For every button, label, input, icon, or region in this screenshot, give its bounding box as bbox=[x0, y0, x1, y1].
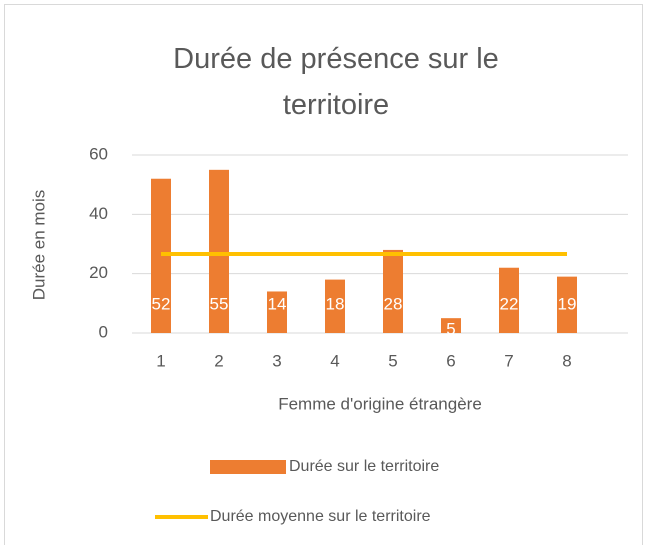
x-axis-label: Femme d'origine étrangère bbox=[278, 394, 482, 413]
bar bbox=[441, 318, 461, 333]
value-label: 28 bbox=[384, 294, 403, 313]
y-tick-label: 20 bbox=[89, 263, 108, 282]
y-axis-label: Durée en mois bbox=[29, 190, 48, 301]
legend-label: Durée sur le territoire bbox=[289, 458, 439, 475]
value-label: 55 bbox=[210, 294, 229, 313]
bar bbox=[383, 249, 403, 333]
x-tick-label: 3 bbox=[272, 351, 281, 370]
bar bbox=[557, 276, 577, 333]
x-tick-label: 2 bbox=[214, 351, 223, 370]
y-tick-label: 60 bbox=[89, 144, 108, 163]
value-label: 19 bbox=[558, 294, 577, 313]
value-label: 22 bbox=[500, 294, 519, 313]
x-tick-label: 8 bbox=[562, 351, 571, 370]
chart-title: Durée de présence sur le territoire bbox=[173, 43, 499, 121]
value-label: 5 bbox=[446, 320, 455, 339]
value-label: 18 bbox=[326, 294, 345, 313]
bar bbox=[325, 279, 345, 333]
value-label: 52 bbox=[152, 294, 171, 313]
x-tick-label: 1 bbox=[156, 351, 165, 370]
y-tick-label: 0 bbox=[99, 322, 108, 341]
bar bbox=[267, 291, 287, 333]
bar bbox=[209, 169, 229, 333]
legend-swatch bbox=[210, 460, 286, 474]
value-label: 14 bbox=[268, 294, 287, 313]
x-tick-label: 5 bbox=[388, 351, 397, 370]
bar bbox=[499, 267, 519, 333]
chart-border bbox=[4, 4, 643, 545]
x-tick-label: 7 bbox=[504, 351, 513, 370]
x-tick-label: 4 bbox=[330, 351, 339, 370]
y-tick-label: 40 bbox=[89, 204, 108, 223]
x-tick-label: 6 bbox=[446, 351, 455, 370]
legend-label: Durée moyenne sur le territoire bbox=[210, 508, 431, 525]
